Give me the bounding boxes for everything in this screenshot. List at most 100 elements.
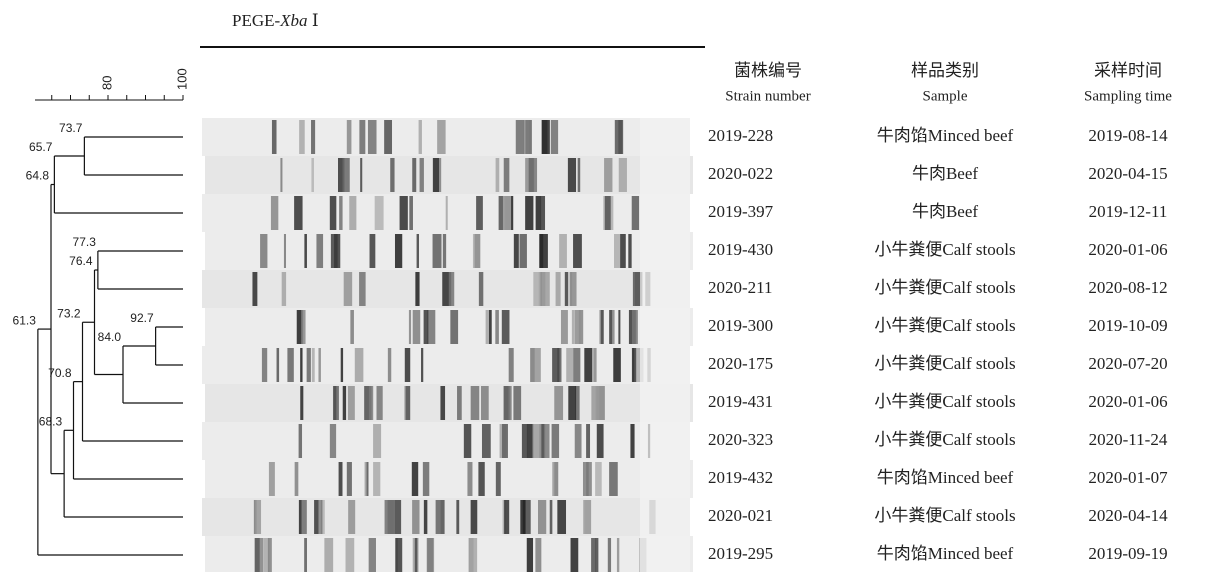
gel-band [502, 310, 510, 344]
gel-band [471, 386, 480, 420]
gel-band [419, 120, 422, 154]
gel-band [556, 272, 561, 306]
gel-band [533, 272, 540, 306]
gel-band [343, 386, 346, 420]
gel-band [540, 196, 545, 230]
gel-band [400, 196, 408, 230]
gel-band [586, 424, 590, 458]
gel-band [318, 348, 320, 382]
gel-band [341, 348, 343, 382]
gel-band [427, 538, 433, 572]
sample-type: 小牛粪便Calf stools [874, 506, 1015, 525]
gel-band [384, 120, 392, 154]
sampling-time: 2020-01-06 [1088, 240, 1167, 259]
column-header-en: Strain number [725, 88, 810, 104]
gel-band [304, 234, 307, 268]
gel-band [385, 500, 394, 534]
gel-band [255, 500, 261, 534]
gel-lane-fade [640, 156, 690, 194]
gel-band [496, 462, 501, 496]
gel-band [557, 500, 566, 534]
gel-band [277, 348, 280, 382]
gel-band [412, 500, 419, 534]
gel-band [514, 234, 519, 268]
strain-number: 2020-022 [708, 164, 773, 183]
gel-band [299, 500, 302, 534]
sampling-time: 2020-01-07 [1088, 468, 1168, 487]
node-similarity: 84.0 [98, 330, 122, 344]
gel-band [550, 500, 553, 534]
gel-band [312, 348, 315, 382]
gel-band [350, 310, 354, 344]
gel-band [355, 348, 364, 382]
gel-band [330, 424, 336, 458]
gel-band [509, 348, 514, 382]
gel-band [516, 120, 524, 154]
gel-band [628, 234, 631, 268]
strain-number: 2020-323 [708, 430, 773, 449]
gel-lane-fade [640, 270, 690, 308]
gel-band [489, 310, 492, 344]
gel-band [330, 196, 337, 230]
gel-band [412, 462, 418, 496]
gel-band [417, 234, 419, 268]
title-suffix: Ⅰ [308, 11, 319, 30]
gel-band [375, 196, 384, 230]
gel-band [252, 272, 257, 306]
gel-band [406, 386, 410, 420]
gel-band [333, 386, 336, 420]
gel-band [398, 538, 402, 572]
node-similarity: 92.7 [130, 311, 154, 325]
strain-number: 2019-300 [708, 316, 773, 335]
sampling-time: 2020-01-06 [1088, 392, 1167, 411]
gel-band [395, 500, 402, 534]
gel-band [575, 310, 581, 344]
sampling-time: 2019-12-11 [1089, 202, 1168, 221]
gel-band [554, 386, 563, 420]
gel-band [530, 348, 535, 382]
gel-band [443, 234, 446, 268]
strain-number: 2019-431 [708, 392, 773, 411]
gel-band [552, 424, 559, 458]
gel-band [299, 120, 305, 154]
scale-label: 100 [174, 68, 189, 90]
gel-band [552, 348, 559, 382]
gel-band [504, 500, 509, 534]
gel-band [614, 234, 621, 268]
gel-band [533, 158, 537, 192]
gel-lane-fade [640, 232, 690, 270]
gel-band [415, 538, 418, 572]
gel-band [504, 386, 509, 420]
gel-band [475, 234, 481, 268]
gel-band [373, 424, 381, 458]
gel-band [360, 158, 362, 192]
gel-band [568, 386, 576, 420]
gel-band [294, 196, 302, 230]
gel-band [520, 500, 525, 534]
sample-type: 小牛粪便Calf stools [874, 430, 1015, 449]
gel-band [554, 462, 558, 496]
gel-band [486, 310, 490, 344]
gel-band [612, 310, 614, 344]
gel-band [608, 538, 611, 572]
gel-band [269, 462, 275, 496]
sampling-time: 2019-08-14 [1088, 126, 1168, 145]
gel-title: PEGE-Xba Ⅰ [232, 11, 319, 30]
gel-band [573, 348, 580, 382]
gel-band [578, 158, 581, 192]
gel-band [395, 234, 402, 268]
gel-band [412, 158, 416, 192]
gel-band [359, 272, 366, 306]
gel-band [525, 196, 533, 230]
gel-band [415, 272, 419, 306]
gel-band [544, 424, 550, 458]
gel-band [533, 424, 542, 458]
gel-band [272, 120, 277, 154]
gel-lane-fade [640, 346, 690, 384]
sampling-time: 2019-10-09 [1088, 316, 1167, 335]
gel-band [449, 272, 454, 306]
gel-band [525, 158, 529, 192]
strain-number: 2019-432 [708, 468, 773, 487]
gel-band [565, 272, 568, 306]
gel-band [446, 196, 448, 230]
